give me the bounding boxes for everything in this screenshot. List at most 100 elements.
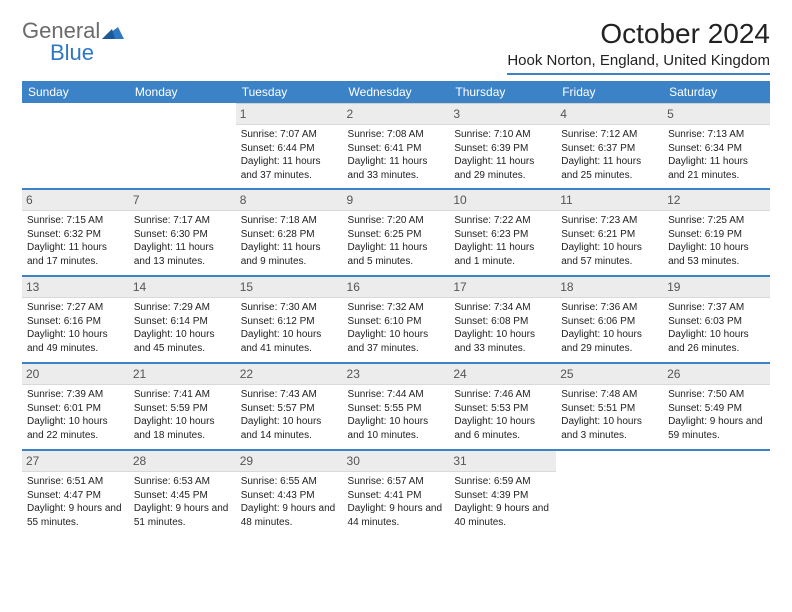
daylight-text: Daylight: 10 hours and 29 minutes. [561,328,658,355]
empty-cell [22,103,129,189]
day-number: 17 [449,277,556,298]
daylight-text: Daylight: 10 hours and 49 minutes. [27,328,124,355]
day-number: 7 [129,190,236,211]
day-number: 26 [663,364,770,385]
sunset-text: Sunset: 6:19 PM [668,228,765,242]
daylight-text: Daylight: 9 hours and 59 minutes. [668,415,765,442]
sunrise-text: Sunrise: 7:22 AM [454,214,551,228]
sunrise-text: Sunrise: 7:12 AM [561,128,658,142]
day-cell: 10Sunrise: 7:22 AMSunset: 6:23 PMDayligh… [449,190,556,276]
day-number: 21 [129,364,236,385]
sunset-text: Sunset: 4:45 PM [134,489,231,503]
day-cell: 3Sunrise: 7:10 AMSunset: 6:39 PMDaylight… [449,103,556,189]
day-number: 2 [343,103,450,125]
sunset-text: Sunset: 6:25 PM [348,228,445,242]
day-number: 6 [22,190,129,211]
daylight-text: Daylight: 9 hours and 51 minutes. [134,502,231,529]
day-cell: 21Sunrise: 7:41 AMSunset: 5:59 PMDayligh… [129,364,236,450]
day-cell: 16Sunrise: 7:32 AMSunset: 6:10 PMDayligh… [343,277,450,363]
sunset-text: Sunset: 4:47 PM [27,489,124,503]
sunset-text: Sunset: 6:12 PM [241,315,338,329]
day-number: 20 [22,364,129,385]
day-number: 3 [449,103,556,125]
day-cell: 23Sunrise: 7:44 AMSunset: 5:55 PMDayligh… [343,364,450,450]
day-number: 9 [343,190,450,211]
logo: GeneralBlue [22,18,124,66]
day-number: 31 [449,451,556,472]
sunrise-text: Sunrise: 7:30 AM [241,301,338,315]
sunrise-text: Sunrise: 7:25 AM [668,214,765,228]
week-row: 6Sunrise: 7:15 AMSunset: 6:32 PMDaylight… [22,190,770,276]
sunset-text: Sunset: 6:16 PM [27,315,124,329]
day-cell: 14Sunrise: 7:29 AMSunset: 6:14 PMDayligh… [129,277,236,363]
daylight-text: Daylight: 9 hours and 48 minutes. [241,502,338,529]
daylight-text: Daylight: 11 hours and 25 minutes. [561,155,658,182]
daylight-text: Daylight: 10 hours and 57 minutes. [561,241,658,268]
header: GeneralBlue October 2024 Hook Norton, En… [22,18,770,75]
sunrise-text: Sunrise: 7:18 AM [241,214,338,228]
sunset-text: Sunset: 4:43 PM [241,489,338,503]
sunset-text: Sunset: 4:39 PM [454,489,551,503]
day-cell: 12Sunrise: 7:25 AMSunset: 6:19 PMDayligh… [663,190,770,276]
weekday-header: Saturday [663,81,770,103]
sunrise-text: Sunrise: 6:53 AM [134,475,231,489]
day-cell: 5Sunrise: 7:13 AMSunset: 6:34 PMDaylight… [663,103,770,189]
day-number: 16 [343,277,450,298]
day-cell: 8Sunrise: 7:18 AMSunset: 6:28 PMDaylight… [236,190,343,276]
sunset-text: Sunset: 6:21 PM [561,228,658,242]
day-number: 27 [22,451,129,472]
sunrise-text: Sunrise: 7:46 AM [454,388,551,402]
daylight-text: Daylight: 10 hours and 10 minutes. [348,415,445,442]
day-cell: 24Sunrise: 7:46 AMSunset: 5:53 PMDayligh… [449,364,556,450]
day-number: 23 [343,364,450,385]
sunrise-text: Sunrise: 7:39 AM [27,388,124,402]
sunset-text: Sunset: 5:49 PM [668,402,765,416]
daylight-text: Daylight: 11 hours and 5 minutes. [348,241,445,268]
sunrise-text: Sunrise: 7:48 AM [561,388,658,402]
sunset-text: Sunset: 5:59 PM [134,402,231,416]
daylight-text: Daylight: 11 hours and 21 minutes. [668,155,765,182]
sunrise-text: Sunrise: 6:57 AM [348,475,445,489]
sunset-text: Sunset: 6:06 PM [561,315,658,329]
sunset-text: Sunset: 4:41 PM [348,489,445,503]
day-cell: 17Sunrise: 7:34 AMSunset: 6:08 PMDayligh… [449,277,556,363]
day-number: 11 [556,190,663,211]
sunset-text: Sunset: 5:51 PM [561,402,658,416]
sunset-text: Sunset: 6:34 PM [668,142,765,156]
day-cell: 29Sunrise: 6:55 AMSunset: 4:43 PMDayligh… [236,451,343,537]
day-number: 12 [663,190,770,211]
daylight-text: Daylight: 10 hours and 22 minutes. [27,415,124,442]
week-row: 27Sunrise: 6:51 AMSunset: 4:47 PMDayligh… [22,451,770,537]
sunrise-text: Sunrise: 7:08 AM [348,128,445,142]
daylight-text: Daylight: 11 hours and 37 minutes. [241,155,338,182]
day-cell: 9Sunrise: 7:20 AMSunset: 6:25 PMDaylight… [343,190,450,276]
daylight-text: Daylight: 11 hours and 9 minutes. [241,241,338,268]
sunrise-text: Sunrise: 7:36 AM [561,301,658,315]
day-number: 19 [663,277,770,298]
weekday-header: Tuesday [236,81,343,103]
sunrise-text: Sunrise: 7:10 AM [454,128,551,142]
sunrise-text: Sunrise: 7:44 AM [348,388,445,402]
day-cell: 19Sunrise: 7:37 AMSunset: 6:03 PMDayligh… [663,277,770,363]
day-cell: 4Sunrise: 7:12 AMSunset: 6:37 PMDaylight… [556,103,663,189]
day-cell: 2Sunrise: 7:08 AMSunset: 6:41 PMDaylight… [343,103,450,189]
sunset-text: Sunset: 6:03 PM [668,315,765,329]
sunrise-text: Sunrise: 7:13 AM [668,128,765,142]
sunset-text: Sunset: 6:30 PM [134,228,231,242]
day-number: 28 [129,451,236,472]
daylight-text: Daylight: 9 hours and 44 minutes. [348,502,445,529]
weekday-header: Thursday [449,81,556,103]
daylight-text: Daylight: 10 hours and 45 minutes. [134,328,231,355]
day-cell: 31Sunrise: 6:59 AMSunset: 4:39 PMDayligh… [449,451,556,537]
month-title: October 2024 [507,18,770,50]
sunrise-text: Sunrise: 7:07 AM [241,128,338,142]
daylight-text: Daylight: 10 hours and 18 minutes. [134,415,231,442]
day-number: 30 [343,451,450,472]
day-number: 22 [236,364,343,385]
daylight-text: Daylight: 10 hours and 6 minutes. [454,415,551,442]
day-cell: 20Sunrise: 7:39 AMSunset: 6:01 PMDayligh… [22,364,129,450]
day-number: 4 [556,103,663,125]
weekday-header: Sunday [22,81,129,103]
empty-cell [556,451,663,537]
week-row: 13Sunrise: 7:27 AMSunset: 6:16 PMDayligh… [22,277,770,363]
